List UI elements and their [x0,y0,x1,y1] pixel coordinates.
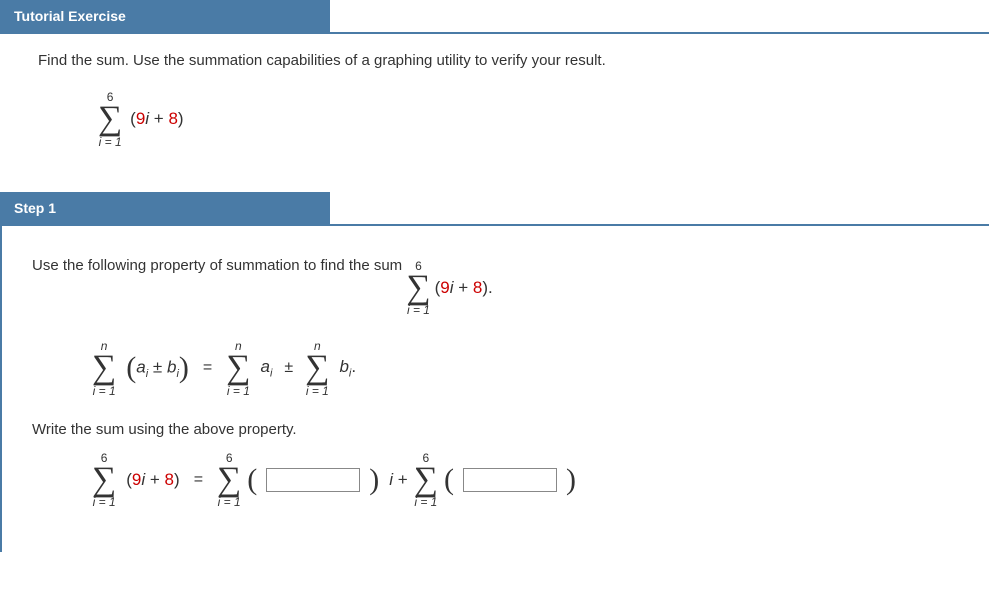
rw-sigma-2: 6 ∑ i = 1 [217,452,241,509]
sigma-lower: i = 1 [99,136,122,148]
const-8: 8 [168,109,177,128]
intro-dot: . [488,278,493,297]
sigma-problem: 6 ∑ i = 1 [98,91,122,148]
prop-sigma-right: n ∑ i = 1 [305,340,329,397]
tutorial-content: Find the sum. Use the summation capabili… [0,34,989,192]
inline-summand: (9i + 8). [435,274,493,301]
inline-coef: 9 [440,278,449,297]
prop-eq: = [203,359,212,377]
rw-lower-1: i = 1 [93,496,116,508]
coef-9: 9 [136,109,145,128]
sigma-inline-symbol: ∑ [406,273,430,304]
prop-lower-3: i = 1 [306,385,329,397]
problem-expression: 6 ∑ i = 1 (9i + 8) [98,91,959,148]
prop-pm2: ± [284,359,293,377]
rw-sigma-sym-1: ∑ [92,465,116,496]
problem-summand: (9i + 8) [130,109,183,129]
prop-lower-2: i = 1 [227,385,250,397]
rw-eq: = [194,471,203,489]
intro-text-a: Use the following property of summation … [32,257,406,274]
sigma-inline-lower: i = 1 [407,304,430,316]
prop-left-expr: (ai ± bi) [126,356,189,380]
prop-a-term: ai [261,357,273,379]
sigma-symbol: ∑ [98,104,122,135]
prop-sigma-3: ∑ [305,353,329,384]
write-prompt: Write the sum using the above property. [32,421,959,438]
rw-rparen-2: ) [566,468,576,492]
rw-lower-2: i = 1 [218,496,241,508]
rw-left-expr: (9i + 8) [126,470,179,490]
inline-sum: 6 ∑ i = 1 (9i + 8). [406,260,492,317]
prop-lower-1: i = 1 [93,385,116,397]
rw-sigma-3: 6 ∑ i = 1 [414,452,438,509]
rw-rparen-1: ) [369,468,379,492]
tutorial-header: Tutorial Exercise [0,0,330,32]
step1-content: Use the following property of summation … [0,226,989,553]
prop-b-term: bi. [339,357,356,379]
header-rule [330,0,989,32]
prop-sigma-mid: n ∑ i = 1 [226,340,250,397]
step1-header-row: Step 1 [0,192,989,226]
tutorial-header-row: Tutorial Exercise [0,0,989,34]
rw-lower-3: i = 1 [414,496,437,508]
rewrite-equation: 6 ∑ i = 1 (9i + 8) = 6 ∑ i = 1 ( ) i + 6… [92,452,959,509]
prop-sigma-2: ∑ [226,353,250,384]
rw-i-plus: i + [389,470,407,490]
rw-lparen-2: ( [444,468,454,492]
rw-sigma-sym-2: ∑ [217,465,241,496]
prop-sigma-1: ∑ [92,353,116,384]
prop-sigma-left: n ∑ i = 1 [92,340,116,397]
sigma-inline: 6 ∑ i = 1 [406,260,430,317]
rw-sigma-1: 6 ∑ i = 1 [92,452,116,509]
rw-sigma-sym-3: ∑ [414,465,438,496]
step1-rule [330,192,989,224]
inline-const: 8 [473,278,482,297]
answer-input-1[interactable] [266,468,360,492]
rw-lparen-1: ( [247,468,257,492]
step1-intro: Use the following property of summation … [32,254,959,317]
property-equation: n ∑ i = 1 (ai ± bi) = n ∑ i = 1 ai ± n ∑… [92,340,959,397]
tutorial-instruction: Find the sum. Use the summation capabili… [38,52,959,69]
answer-input-2[interactable] [463,468,557,492]
step1-header: Step 1 [0,192,330,224]
plus: + [149,109,168,128]
inline-plus: + [454,278,473,297]
